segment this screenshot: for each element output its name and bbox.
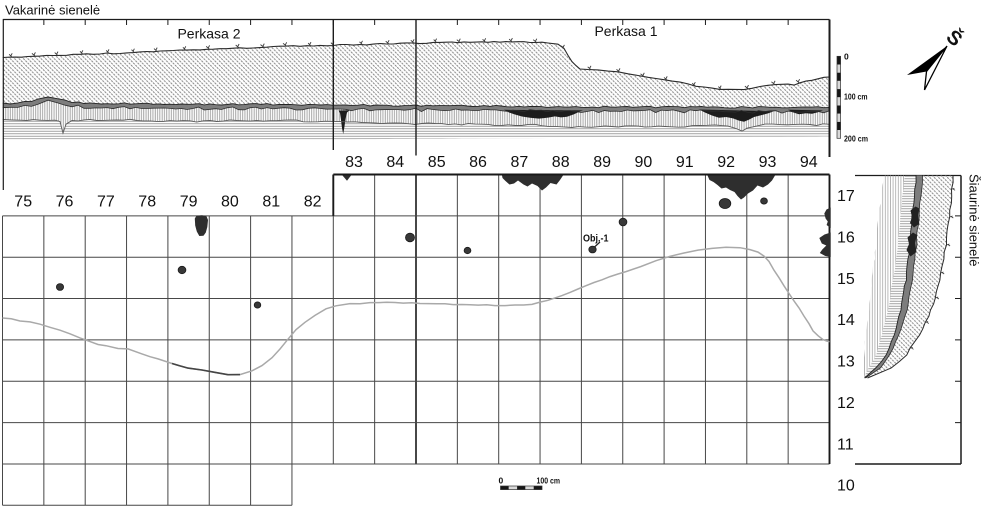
svg-text:93: 93 (759, 154, 777, 171)
svg-text:83: 83 (345, 154, 363, 171)
svg-text:14: 14 (837, 312, 855, 329)
svg-text:12: 12 (837, 395, 855, 412)
svg-text:200 cm: 200 cm (844, 134, 868, 144)
svg-text:0: 0 (844, 52, 849, 62)
svg-text:92: 92 (717, 154, 735, 171)
svg-text:13: 13 (837, 354, 855, 371)
svg-text:91: 91 (676, 154, 694, 171)
svg-text:88: 88 (552, 154, 570, 171)
svg-text:82: 82 (304, 194, 322, 211)
svg-text:Šiaurinė sienelė: Šiaurinė sienelė (967, 174, 982, 267)
svg-text:100 cm: 100 cm (537, 476, 561, 486)
svg-text:11: 11 (837, 436, 854, 453)
svg-text:Perkasa 1: Perkasa 1 (594, 23, 657, 39)
svg-text:80: 80 (221, 194, 239, 211)
svg-text:87: 87 (511, 154, 529, 171)
svg-text:85: 85 (428, 154, 446, 171)
svg-text:94: 94 (800, 154, 818, 171)
svg-text:77: 77 (97, 194, 115, 211)
svg-text:81: 81 (262, 194, 280, 211)
svg-text:17: 17 (837, 188, 855, 205)
svg-text:89: 89 (593, 154, 611, 171)
svg-text:0: 0 (499, 476, 504, 486)
svg-text:86: 86 (469, 154, 487, 171)
svg-text:15: 15 (837, 271, 855, 288)
svg-text:16: 16 (837, 230, 855, 247)
svg-text:84: 84 (386, 154, 404, 171)
svg-text:90: 90 (635, 154, 653, 171)
svg-text:10: 10 (837, 478, 855, 495)
svg-text:79: 79 (180, 194, 198, 211)
svg-text:Obj.-1: Obj.-1 (583, 234, 609, 245)
svg-text:100 cm: 100 cm (844, 92, 868, 102)
svg-text:78: 78 (138, 194, 156, 211)
svg-text:76: 76 (56, 194, 74, 211)
svg-text:75: 75 (14, 194, 32, 211)
svg-text:Vakarinė sienelė: Vakarinė sienelė (5, 3, 100, 18)
svg-text:Perkasa 2: Perkasa 2 (177, 26, 240, 42)
